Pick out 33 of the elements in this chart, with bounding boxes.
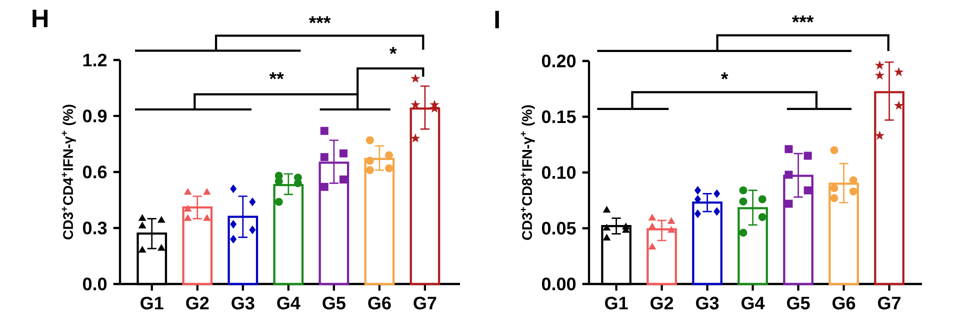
text: *** [792, 16, 814, 22]
y-tick-label: 0.0 [82, 278, 107, 290]
chart-title: I [495, 10, 499, 28]
y-tick-label: 0.9 [82, 110, 107, 122]
x-tick-label: G2 [186, 296, 209, 310]
annotation: ** [269, 72, 284, 80]
y-tick-label: 0.20 [542, 54, 576, 68]
x-tick-label: G3 [232, 296, 254, 310]
y-tick-label: 0.15 [542, 110, 576, 124]
x-tick-label: G4 [742, 296, 765, 310]
x-tick-label: G6 [832, 296, 856, 310]
x-tick-label: G2 [650, 296, 674, 310]
y-axis-title: CD3$^{+}$CD4$^{+}$IFN-γ$^{+}$ (%) [62, 104, 76, 240]
y-axis-title: CD3$^{+}$CD8$^{+}$IFN-γ$^{+}$ (%) [520, 105, 535, 240]
text: * [390, 47, 397, 54]
x-tick-label: G4 [277, 296, 300, 310]
y-tick-label: 1.2 [83, 54, 107, 66]
y-tick-label: 0.10 [542, 166, 576, 179]
y-tick-label: 0.05 [542, 222, 576, 235]
text: *** [308, 16, 331, 24]
x-tick-label: G3 [696, 296, 719, 310]
annotation: * [721, 72, 728, 80]
x-tick-label: G1 [140, 296, 164, 310]
y-tick-label: 0.6 [82, 166, 107, 178]
y-tick-label: 0.00 [542, 278, 576, 290]
x-tick-label: G5 [322, 296, 346, 310]
chart-title: H [32, 10, 48, 28]
x-tick-label: G7 [878, 296, 900, 310]
x-tick-label: G6 [368, 296, 391, 310]
x-tick-label: G5 [786, 296, 810, 310]
x-tick-label: G1 [605, 296, 628, 310]
y-tick-label: 0.3 [82, 222, 107, 234]
x-tick-label: G7 [414, 296, 436, 310]
